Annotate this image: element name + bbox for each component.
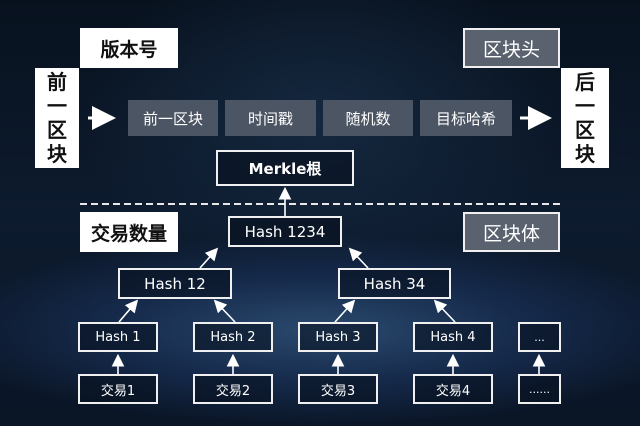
arrow-h3-h34 [334,299,356,323]
hash-34-box: Hash 34 [338,268,451,299]
hash-3-box: Hash 3 [298,322,378,352]
arrow-h4-h34 [433,299,456,323]
hash-2-box: Hash 2 [193,322,273,352]
block-header-label: 区块头 [463,28,560,68]
char: 一 [575,94,595,118]
tx-4-box: 交易4 [413,374,493,404]
char: 区 [575,118,595,142]
char: 块 [575,142,595,166]
hash-1234-box: Hash 1234 [228,216,342,247]
tx-more-box: ...... [518,374,561,404]
arrow-h34-root [348,247,369,269]
prev-block-box: 前一区块 [35,68,79,168]
field-prev-hash: 前一区块 [128,100,218,136]
hash-12-box: Hash 12 [118,268,232,299]
tx-1-box: 交易1 [78,374,158,404]
version-box: 版本号 [80,28,178,68]
hash-4-box: Hash 4 [413,322,493,352]
hash-more-box: ... [518,322,561,352]
next-block-box: 后一区块 [561,68,609,168]
field-timestamp: 时间戳 [225,100,316,136]
field-nonce: 随机数 [323,100,413,136]
char: 块 [47,142,67,166]
arrow-h12-root [199,247,219,269]
block-body-label: 区块体 [463,212,560,252]
tx-count-box: 交易数量 [80,212,178,252]
hash-1-box: Hash 1 [78,322,158,352]
tx-3-box: 交易3 [298,374,378,404]
arrow-h2-h12 [213,299,236,323]
char: 后 [575,70,595,94]
char: 前 [47,70,67,94]
arrow-h1-h12 [118,299,139,323]
char: 一 [47,94,67,118]
merkle-root-box: Merkle根 [216,150,354,186]
field-target-hash: 目标哈希 [420,100,512,136]
char: 区 [47,118,67,142]
tx-2-box: 交易2 [193,374,273,404]
